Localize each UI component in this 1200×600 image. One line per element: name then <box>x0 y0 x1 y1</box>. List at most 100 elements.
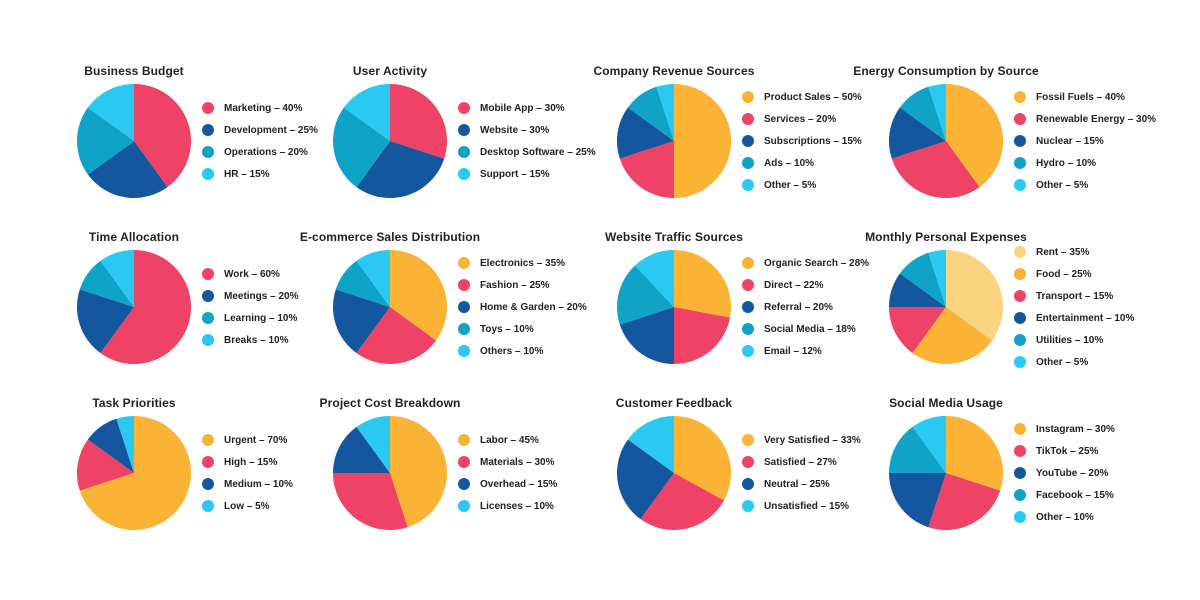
legend-label: Marketing – 40% <box>224 102 303 114</box>
legend-color-dot <box>742 91 754 103</box>
pie-chart-cell-time-allocation: Time Allocation Work – 60% Meetings – 20%… <box>77 229 327 369</box>
pie-slice-tiktok <box>928 473 1001 530</box>
chart-legend: Rent – 35% Food – 25% Transport – 15% Enter… <box>1014 241 1134 373</box>
legend-color-dot <box>202 124 214 136</box>
pie-slice-facebook <box>889 426 946 473</box>
legend-label: Services – 20% <box>764 113 837 125</box>
legend-color-dot <box>742 434 754 446</box>
legend-color-dot <box>202 478 214 490</box>
legend-item-home-garden: Home & Garden – 20% <box>458 296 587 318</box>
pie-chart <box>617 84 731 198</box>
pie-slice-social-media <box>617 265 674 325</box>
pie-chart <box>617 250 731 364</box>
chart-title: User Activity <box>352 64 428 78</box>
legend-item-satisfied: Satisfied – 27% <box>742 451 861 473</box>
legend-label: Toys – 10% <box>480 323 534 335</box>
chart-title: Task Priorities <box>92 396 176 410</box>
legend-item-learning: Learning – 10% <box>202 307 298 329</box>
legend-item-utilities: Utilities – 10% <box>1014 329 1134 351</box>
pie-chart-cell-project-cost-breakdown: Project Cost Breakdown Labor – 45% Materi… <box>320 395 583 535</box>
pie-chart-cell-company-revenue-sources: Company Revenue Sources Product Sales – … <box>593 63 867 203</box>
pie-slice-low <box>116 416 134 473</box>
legend-label: YouTube – 20% <box>1036 467 1109 479</box>
legend-label: Utilities – 10% <box>1036 334 1104 346</box>
legend-item-transport: Transport – 15% <box>1014 285 1134 307</box>
pie-chart-cell-monthly-personal-expenses: Monthly Personal Expenses Rent – 35% Food… <box>865 229 1139 369</box>
pie-slice-others <box>356 250 390 307</box>
pie-slice-nuclear <box>889 107 946 159</box>
legend-label: Licenses – 10% <box>480 500 554 512</box>
pie-slice-medium <box>87 418 134 473</box>
legend-color-dot <box>458 301 470 313</box>
pie-slice-licenses <box>356 416 390 473</box>
legend-item-urgent: Urgent – 70% <box>202 429 293 451</box>
pie-slice-desktop-software <box>333 107 390 188</box>
pie-slice-services <box>619 141 674 198</box>
legend-label: Food – 25% <box>1036 268 1092 280</box>
legend-color-dot <box>1014 246 1026 258</box>
pie-slice-marketing <box>134 84 191 188</box>
legend-label: Entertainment – 10% <box>1036 312 1135 324</box>
legend-color-dot <box>202 268 214 280</box>
legend-item-hr: HR – 15% <box>202 163 318 185</box>
pie-slice-operations <box>77 107 134 175</box>
legend-label: Other – 10% <box>1036 511 1094 523</box>
legend-item-direct: Direct – 22% <box>742 274 869 296</box>
legend-label: Fashion – 25% <box>480 279 550 291</box>
legend-item-facebook: Facebook – 15% <box>1014 484 1115 506</box>
legend-item-others: Others – 10% <box>458 340 587 362</box>
legend-item-electronics: Electronics – 35% <box>458 252 587 274</box>
chart-title: Company Revenue Sources <box>593 64 755 78</box>
pie-chart-cell-website-traffic-sources: Website Traffic Sources Organic Search –… <box>604 229 869 369</box>
legend-color-dot <box>458 168 470 180</box>
pie-slice-high <box>77 439 134 491</box>
legend-label: Desktop Software – 25% <box>480 146 596 158</box>
pie-chart <box>333 250 447 364</box>
legend-color-dot <box>202 290 214 302</box>
legend-label: Materials – 30% <box>480 456 555 468</box>
legend-color-dot <box>1014 489 1026 501</box>
legend-color-dot <box>742 500 754 512</box>
legend-label: Fossil Fuels – 40% <box>1036 91 1125 103</box>
pie-slice-food <box>912 307 993 364</box>
legend-item-ads: Ads – 10% <box>742 152 862 174</box>
legend-label: Electronics – 35% <box>480 257 566 269</box>
legend-label: Home & Garden – 20% <box>480 301 587 313</box>
legend-item-rent: Rent – 35% <box>1014 241 1134 263</box>
pie-chart-cell-social-media-usage: Social Media Usage Instagram – 30% TikTok… <box>889 395 1139 535</box>
legend-label: Work – 60% <box>224 268 280 280</box>
pie-slice-instagram <box>946 416 1003 491</box>
pie-slice-unsatisfied <box>627 416 674 473</box>
pie-slice-organic-search <box>674 250 731 318</box>
chart-legend: Work – 60% Meetings – 20% Learning – 10% Br… <box>202 263 298 351</box>
legend-color-dot <box>1014 113 1026 125</box>
legend-item-development: Development – 25% <box>202 119 318 141</box>
legend-item-support: Support – 15% <box>458 163 596 185</box>
legend-label: Breaks – 10% <box>224 334 289 346</box>
pie-slice-referral <box>619 307 674 364</box>
legend-color-dot <box>1014 423 1026 435</box>
pie-chart <box>77 84 191 198</box>
legend-color-dot <box>458 345 470 357</box>
pie-slice-labor <box>390 416 447 528</box>
pie-slice-youtube <box>889 473 946 528</box>
legend-label: Hydro – 10% <box>1036 157 1097 169</box>
legend-item-food: Food – 25% <box>1014 263 1134 285</box>
legend-label: Neutral – 25% <box>764 478 830 490</box>
pie-slice-urgent <box>79 416 191 530</box>
chart-title: Website Traffic Sources <box>604 230 744 244</box>
pie-chart-cell-e-commerce-sales-distribution: E-commerce Sales Distribution Electronic… <box>300 229 587 369</box>
legend-color-dot <box>1014 157 1026 169</box>
legend-item-neutral: Neutral – 25% <box>742 473 861 495</box>
legend-item-youtube: YouTube – 20% <box>1014 462 1115 484</box>
legend-label: Website – 30% <box>480 124 550 136</box>
pie-chart <box>77 250 191 364</box>
legend-color-dot <box>202 500 214 512</box>
pie-chart-cell-energy-consumption-by-source: Energy Consumption by Source Fossil Fuel… <box>853 63 1156 203</box>
pie-slice-neutral <box>617 439 674 520</box>
pie-chart <box>77 416 191 530</box>
legend-color-dot <box>202 168 214 180</box>
pie-slice-utilities <box>899 252 946 307</box>
chart-title: Monthly Personal Expenses <box>865 230 1027 244</box>
